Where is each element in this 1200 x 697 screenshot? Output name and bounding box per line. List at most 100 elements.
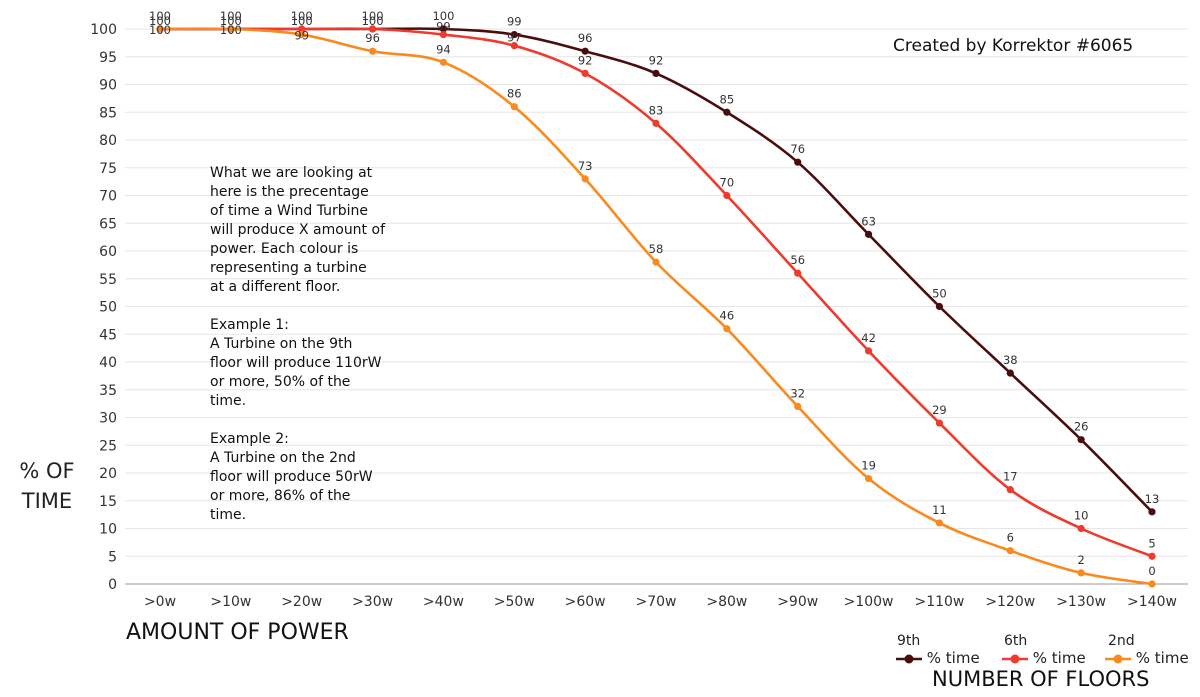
data-label-6th: 56 bbox=[790, 253, 805, 267]
data-point-2nd bbox=[935, 519, 944, 527]
data-point-6th bbox=[368, 25, 377, 33]
y-tick-label: 65 bbox=[99, 216, 117, 232]
x-tick-label: >110w bbox=[914, 594, 964, 610]
data-point-6th bbox=[439, 30, 448, 39]
gridlines bbox=[125, 28, 1188, 557]
y-tick-label: 15 bbox=[99, 494, 117, 510]
data-label-6th: 99 bbox=[436, 20, 451, 34]
data-point-9th bbox=[864, 230, 873, 238]
legend-marker-6th bbox=[1002, 654, 1028, 663]
data-point-9th bbox=[1148, 508, 1156, 516]
series-points bbox=[156, 25, 1156, 588]
data-label-2nd: 32 bbox=[790, 386, 805, 400]
data-label-6th: 100 bbox=[291, 14, 313, 28]
data-point-9th bbox=[794, 158, 802, 166]
data-label-2nd: 46 bbox=[720, 309, 735, 323]
data-point-2nd bbox=[227, 25, 235, 33]
data-point-2nd bbox=[1148, 580, 1156, 588]
data-point-6th bbox=[723, 191, 731, 200]
data-point-6th bbox=[1148, 552, 1156, 560]
y-tick-label: 60 bbox=[99, 244, 117, 260]
data-point-2nd bbox=[1006, 547, 1014, 555]
legend-floor-2nd: 2nd bbox=[1108, 633, 1135, 649]
y-tick-label: 30 bbox=[99, 411, 117, 427]
legend-label-9th: % time bbox=[926, 649, 980, 667]
data-point-9th bbox=[439, 25, 448, 33]
legend-title: NUMBER OF FLOORS bbox=[932, 667, 1150, 691]
data-point-2nd bbox=[156, 25, 164, 33]
data-label-9th: 50 bbox=[932, 287, 947, 301]
legend-entry-6th[interactable]: % time bbox=[1002, 649, 1086, 667]
data-label-2nd: 94 bbox=[436, 42, 451, 56]
y-tick-label: 5 bbox=[108, 549, 117, 565]
legend-entry-2nd[interactable]: % time bbox=[1105, 649, 1189, 667]
y-tick-label: 85 bbox=[99, 105, 117, 121]
y-tick-label: 90 bbox=[99, 78, 117, 94]
legend-marker-2nd bbox=[1105, 654, 1131, 663]
data-label-2nd: 100 bbox=[149, 23, 171, 37]
y-tick-label: 20 bbox=[99, 466, 117, 482]
data-label-9th: 100 bbox=[149, 9, 171, 23]
data-point-6th bbox=[935, 419, 944, 427]
x-tick-labels: >0w >10w >20w >30w >40w >50w >60w >70w >80w >90w >… bbox=[144, 594, 1177, 610]
legend-marker-9th bbox=[896, 654, 922, 663]
data-label-2nd: 96 bbox=[365, 31, 380, 45]
data-point-9th bbox=[935, 302, 944, 311]
data-label-2nd: 11 bbox=[932, 503, 947, 517]
y-tick-label: 55 bbox=[99, 272, 117, 288]
x-tick-label: >100w bbox=[844, 594, 894, 610]
data-point-6th bbox=[510, 42, 518, 50]
data-point-9th bbox=[510, 30, 518, 39]
data-label-6th: 100 bbox=[362, 14, 384, 28]
data-point-2nd bbox=[510, 103, 518, 111]
data-label-6th: 29 bbox=[932, 403, 947, 417]
data-point-6th bbox=[864, 347, 873, 355]
x-tick-label: >130w bbox=[1056, 594, 1106, 610]
data-label-2nd: 99 bbox=[294, 29, 309, 43]
data-point-6th bbox=[794, 269, 802, 277]
data-point-9th bbox=[652, 69, 660, 77]
data-label-6th: 100 bbox=[220, 14, 242, 28]
y-tick-label: 45 bbox=[99, 327, 117, 343]
data-point-6th bbox=[1006, 486, 1014, 494]
x-tick-label: >90w bbox=[777, 594, 818, 610]
data-point-6th bbox=[652, 119, 660, 127]
data-label-9th: 92 bbox=[649, 53, 664, 67]
data-label-9th: 100 bbox=[432, 9, 454, 23]
data-label-2nd: 0 bbox=[1148, 564, 1155, 578]
data-label-9th: 100 bbox=[362, 9, 384, 23]
data-point-2nd bbox=[864, 474, 873, 483]
data-label-6th: 42 bbox=[861, 331, 876, 345]
data-point-2nd bbox=[794, 402, 802, 410]
x-tick-label: >80w bbox=[706, 594, 747, 610]
series-line-6th bbox=[159, 27, 1153, 558]
data-point-2nd bbox=[652, 258, 660, 266]
data-label-9th: 99 bbox=[507, 15, 522, 29]
x-tick-label: >20w bbox=[281, 594, 322, 610]
legend-entry-9th[interactable]: % time bbox=[896, 649, 980, 667]
explanation-annotation: What we are looking at here is the prece… bbox=[210, 165, 385, 523]
data-label-2nd: 86 bbox=[507, 87, 522, 101]
data-label-2nd: 58 bbox=[649, 242, 664, 256]
data-label-9th: 26 bbox=[1074, 420, 1089, 434]
data-point-2nd bbox=[1077, 569, 1085, 577]
y-tick-label: 35 bbox=[99, 383, 117, 399]
data-label-2nd: 2 bbox=[1077, 553, 1084, 567]
data-label-9th: 100 bbox=[220, 9, 242, 23]
x-tick-label: >0w bbox=[144, 594, 176, 610]
x-axis-title: AMOUNT OF POWER bbox=[126, 620, 349, 645]
data-label-2nd: 6 bbox=[1007, 531, 1014, 545]
y-tick-label: 80 bbox=[99, 133, 117, 149]
y-tick-label: 40 bbox=[99, 355, 117, 371]
data-label-6th: 17 bbox=[1003, 470, 1018, 484]
data-label-2nd: 73 bbox=[578, 159, 593, 173]
x-tick-label: >140w bbox=[1127, 594, 1177, 610]
legend-floor-6th: 6th bbox=[1004, 633, 1028, 649]
data-point-9th bbox=[1006, 369, 1014, 377]
data-point-2nd bbox=[439, 58, 448, 66]
x-tick-label: >120w bbox=[985, 594, 1035, 610]
data-label-9th: 85 bbox=[720, 92, 735, 106]
data-label-9th: 38 bbox=[1003, 353, 1018, 367]
